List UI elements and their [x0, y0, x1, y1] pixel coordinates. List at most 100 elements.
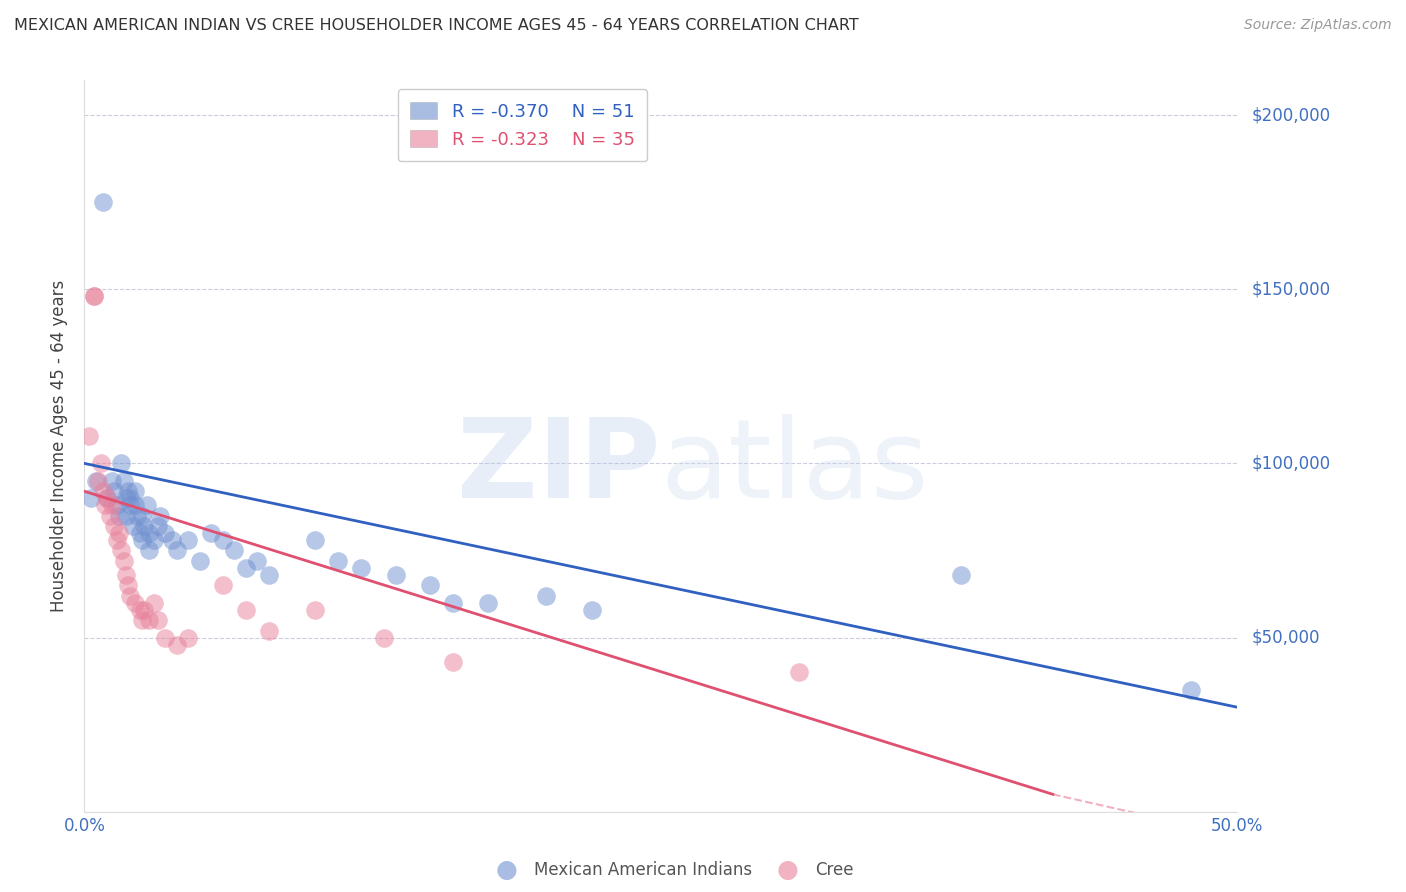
Point: [441, 596, 464, 610]
Point: [96, 491, 118, 506]
Point: [384, 567, 406, 582]
Point: [787, 665, 810, 680]
Point: [105, 533, 128, 547]
Point: [134, 603, 156, 617]
Point: [103, 519, 125, 533]
Point: [124, 596, 146, 610]
Point: [441, 655, 464, 669]
Text: atlas: atlas: [661, 415, 929, 522]
Point: [120, 498, 142, 512]
Point: [108, 526, 131, 541]
Point: [121, 519, 143, 533]
Point: [84, 474, 107, 488]
Point: [110, 457, 132, 471]
Point: [124, 484, 146, 499]
Point: [224, 543, 246, 558]
Point: [105, 498, 128, 512]
Point: [94, 498, 117, 512]
Point: [87, 474, 110, 488]
Point: [257, 624, 280, 638]
Text: $100,000: $100,000: [1251, 454, 1330, 473]
Point: [115, 491, 138, 506]
Point: [83, 289, 105, 303]
Point: [77, 428, 100, 442]
Point: [120, 589, 142, 603]
Point: [117, 578, 139, 592]
Point: [177, 533, 200, 547]
Point: [160, 533, 183, 547]
Point: [153, 631, 176, 645]
Point: [117, 484, 139, 499]
Point: [128, 603, 150, 617]
Point: [166, 543, 188, 558]
Point: [419, 578, 441, 592]
Point: [127, 508, 149, 523]
Point: [326, 554, 349, 568]
Point: [131, 613, 153, 627]
Point: [146, 613, 169, 627]
Point: [80, 491, 103, 506]
Point: [96, 491, 118, 506]
Point: [304, 603, 326, 617]
Point: [138, 613, 160, 627]
Point: [246, 554, 269, 568]
Text: $200,000: $200,000: [1251, 106, 1330, 124]
Text: $50,000: $50,000: [1251, 629, 1320, 647]
Point: [153, 526, 176, 541]
Legend: R = -0.370    N = 51, R = -0.323    N = 35: R = -0.370 N = 51, R = -0.323 N = 35: [398, 89, 647, 161]
Point: [83, 289, 105, 303]
Text: Mexican American Indians: Mexican American Indians: [534, 861, 752, 879]
Point: [211, 578, 233, 592]
Point: [177, 631, 200, 645]
Point: [1180, 682, 1202, 697]
Point: [235, 561, 257, 575]
Point: [128, 526, 150, 541]
Point: [534, 589, 557, 603]
Point: [138, 526, 160, 541]
Point: [257, 567, 280, 582]
Point: [149, 508, 172, 523]
Point: [477, 596, 499, 610]
Point: [101, 498, 124, 512]
Point: [373, 631, 395, 645]
Point: [124, 498, 146, 512]
Point: [131, 508, 153, 523]
Text: Source: ZipAtlas.com: Source: ZipAtlas.com: [1244, 18, 1392, 32]
Point: [120, 491, 142, 506]
Point: [581, 603, 603, 617]
Text: ●: ●: [495, 858, 517, 881]
Point: [89, 457, 111, 471]
Point: [200, 526, 222, 541]
Point: [142, 533, 165, 547]
Point: [115, 508, 138, 523]
Y-axis label: Householder Income Ages 45 - 64 years: Householder Income Ages 45 - 64 years: [51, 280, 69, 612]
Point: [166, 638, 188, 652]
Text: ●: ●: [776, 858, 799, 881]
Point: [134, 519, 156, 533]
Point: [949, 567, 972, 582]
Point: [188, 554, 211, 568]
Point: [350, 561, 373, 575]
Point: [112, 474, 135, 488]
Point: [235, 603, 257, 617]
Point: [98, 508, 121, 523]
Point: [91, 195, 114, 210]
Point: [304, 533, 326, 547]
Point: [110, 543, 132, 558]
Point: [103, 484, 125, 499]
Text: Cree: Cree: [815, 861, 853, 879]
Text: ZIP: ZIP: [457, 415, 661, 522]
Point: [138, 543, 160, 558]
Point: [115, 567, 138, 582]
Point: [101, 474, 124, 488]
Point: [91, 484, 114, 499]
Point: [108, 508, 131, 523]
Point: [131, 533, 153, 547]
Text: MEXICAN AMERICAN INDIAN VS CREE HOUSEHOLDER INCOME AGES 45 - 64 YEARS CORRELATIO: MEXICAN AMERICAN INDIAN VS CREE HOUSEHOL…: [14, 18, 859, 33]
Point: [142, 596, 165, 610]
Point: [112, 554, 135, 568]
Point: [211, 533, 233, 547]
Point: [135, 498, 157, 512]
Point: [146, 519, 169, 533]
Text: $150,000: $150,000: [1251, 280, 1330, 298]
